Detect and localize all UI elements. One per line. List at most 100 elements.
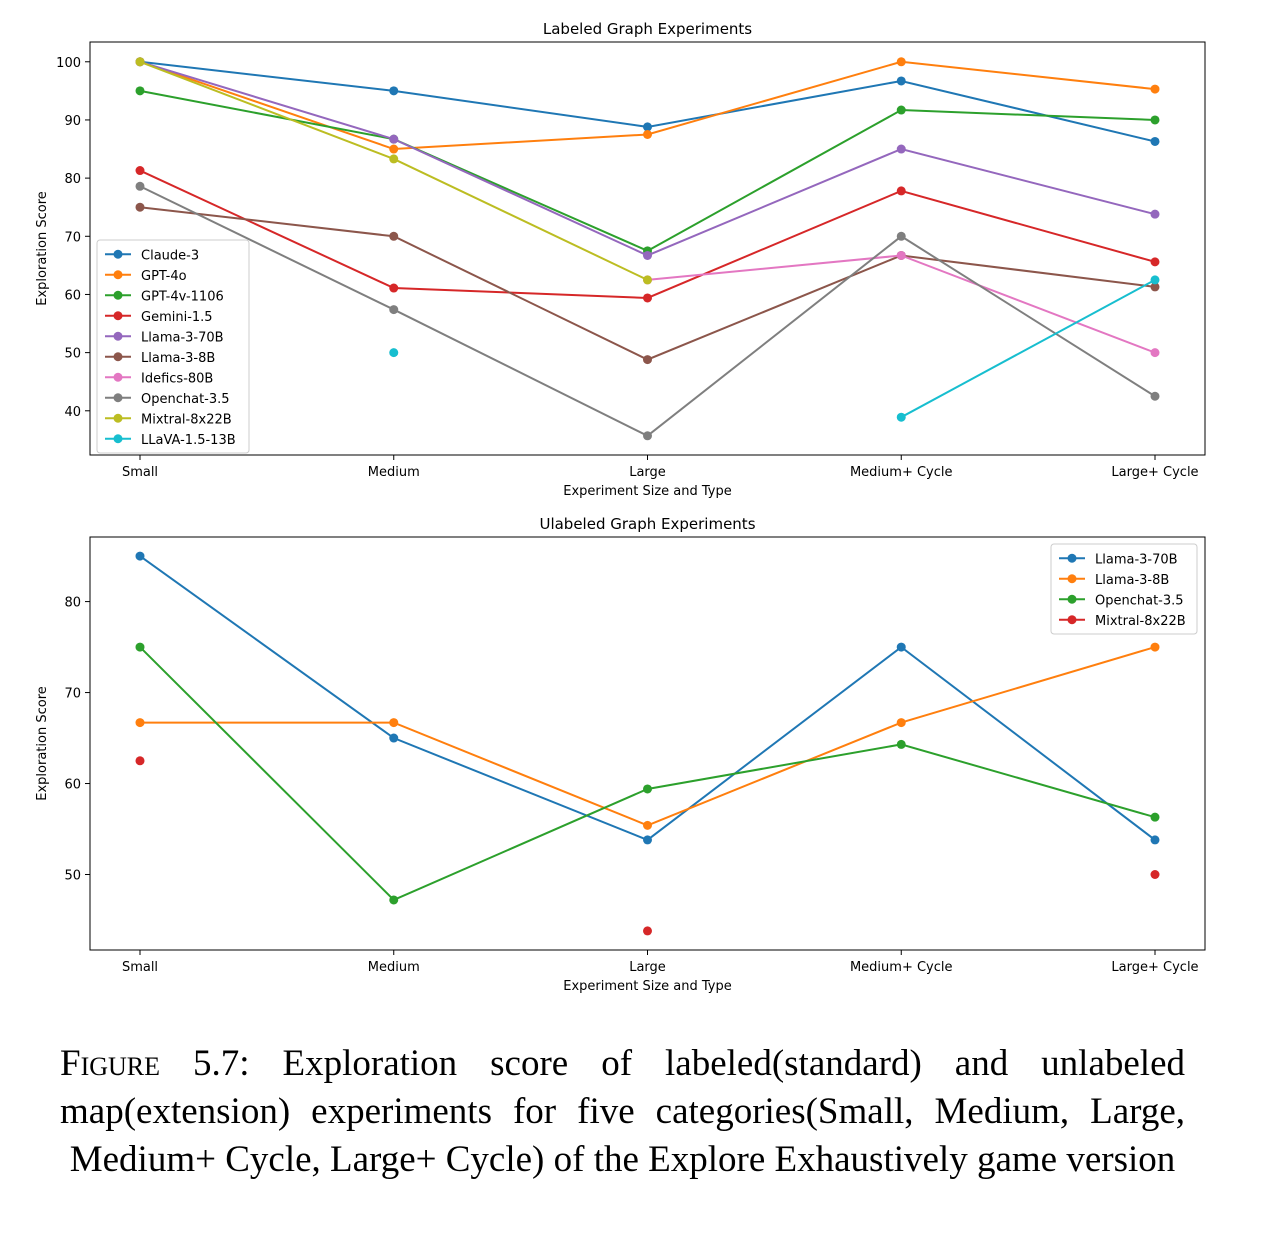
- legend-label: LLaVA-1.5-13B: [141, 433, 236, 448]
- legend-label: Idefics-80B: [141, 371, 213, 386]
- data-point: [643, 122, 652, 132]
- chart-title: Labeled Graph Experiments: [543, 20, 752, 38]
- x-tick-label: Medium: [368, 465, 420, 480]
- legend-box: [96, 239, 250, 454]
- data-point: [1150, 282, 1160, 292]
- series-mixtral-8x22b: [135, 756, 1160, 936]
- series-openchat-3-5: [135, 181, 1160, 441]
- legend-label: Llama-3-8B: [141, 351, 215, 366]
- data-point: [389, 86, 399, 96]
- data-point: [643, 129, 652, 139]
- series-line: [139, 555, 1156, 842]
- data-point: [896, 250, 906, 260]
- unlabeled-graph-chart: Ulabeled Graph Experiments 50 60 70 80 Small M…: [35, 515, 1206, 994]
- data-point: [1150, 835, 1160, 845]
- plot-frame: [89, 536, 1206, 951]
- x-tick-label: Small: [122, 960, 158, 975]
- legend-label: Claude-3: [141, 248, 199, 263]
- y-tick-label: 40: [64, 405, 81, 420]
- series-line: [647, 254, 1156, 354]
- chart-title: Ulabeled Graph Experiments: [539, 515, 755, 533]
- legend-marker: [1067, 615, 1077, 625]
- data-point: [1150, 391, 1160, 401]
- legend-marker: [113, 290, 123, 300]
- data-point: [643, 820, 652, 830]
- legend-label: Llama-3-70B: [141, 330, 224, 345]
- data-point: [896, 739, 906, 749]
- legend-box: [1050, 543, 1198, 635]
- x-tick-label: Medium+ Cycle: [850, 960, 953, 975]
- data-point: [389, 305, 399, 315]
- x-tick-label: Small: [122, 465, 158, 480]
- x-tick-label: Large: [629, 465, 666, 480]
- data-point: [1150, 869, 1160, 879]
- data-point: [643, 784, 652, 794]
- legend-label: Llama-3-70B: [1095, 552, 1178, 567]
- series-gemini-1-5: [135, 166, 1160, 303]
- legend-marker: [113, 270, 123, 280]
- series-openchat-3-5: [135, 642, 1160, 905]
- data-point: [1150, 257, 1160, 267]
- legend-label: Llama-3-8B: [1095, 573, 1169, 588]
- figure-caption-label: Figure 5.7:: [60, 1043, 250, 1084]
- data-point: [643, 293, 652, 303]
- y-tick-label: 70: [64, 687, 81, 702]
- data-point: [643, 926, 652, 936]
- data-point: [643, 431, 652, 441]
- data-point: [1150, 209, 1160, 219]
- series-llama-3-70b: [135, 551, 1160, 845]
- data-point: [389, 231, 399, 241]
- data-point: [135, 642, 145, 652]
- legend-label: GPT-4v-1106: [141, 289, 224, 304]
- legend-label: Gemini-1.5: [141, 310, 213, 325]
- legend-label: Openchat-3.5: [1095, 593, 1184, 608]
- legend-marker: [113, 413, 123, 423]
- data-point: [135, 756, 145, 766]
- y-tick-label: 50: [64, 347, 81, 362]
- data-point: [643, 835, 652, 845]
- y-tick-label: 60: [64, 288, 81, 303]
- legend-marker: [1067, 574, 1077, 584]
- legend-marker: [113, 434, 123, 444]
- data-point: [1150, 275, 1160, 285]
- data-point: [135, 86, 145, 96]
- legend-marker: [113, 249, 123, 259]
- data-point: [389, 154, 399, 164]
- y-tick-label: 50: [64, 868, 81, 883]
- series-llava-1-5-13b: [389, 275, 1160, 422]
- y-tick-label: 80: [64, 596, 81, 611]
- y-tick-label: 70: [64, 230, 81, 245]
- x-tick-label: Medium+ Cycle: [850, 465, 953, 480]
- legend-label: GPT-4o: [141, 269, 187, 284]
- y-tick-label: 90: [64, 114, 81, 129]
- data-point: [135, 166, 145, 176]
- data-point: [389, 134, 399, 144]
- x-tick-label: Medium: [368, 960, 420, 975]
- figure-caption: Figure 5.7: Exploration score of labeled…: [60, 1040, 1185, 1184]
- x-tick-label: Large: [629, 960, 666, 975]
- series-line: [900, 279, 1156, 419]
- data-point: [389, 283, 399, 293]
- data-point: [896, 105, 906, 115]
- legend-label: Mixtral-8x22B: [1095, 614, 1186, 629]
- data-point: [389, 718, 399, 728]
- x-axis-label: Experiment Size and Type: [563, 979, 732, 994]
- data-point: [135, 551, 145, 561]
- legend: Llama-3-70B Llama-3-8B Openchat-3.5 Mixtral…: [1050, 543, 1198, 635]
- data-point: [1150, 348, 1160, 358]
- data-point: [389, 348, 399, 358]
- y-tick-label: 100: [56, 56, 81, 71]
- y-tick-label: 60: [64, 778, 81, 793]
- data-point: [896, 231, 906, 241]
- y-axis-label: Exploration Score: [35, 686, 50, 800]
- data-point: [135, 202, 145, 212]
- legend: Claude-3 GPT-4o GPT-4v-1106 Gemini-1.5 Llama…: [96, 239, 250, 454]
- labeled-graph-chart: Labeled Graph Experiments 40 50 60 70 80 90 100…: [35, 20, 1206, 499]
- data-point: [1150, 812, 1160, 822]
- data-point: [896, 57, 906, 67]
- legend-marker: [1067, 553, 1077, 563]
- data-point: [1150, 136, 1160, 146]
- data-point: [896, 412, 906, 422]
- data-point: [896, 76, 906, 86]
- plot-frame: [89, 41, 1206, 456]
